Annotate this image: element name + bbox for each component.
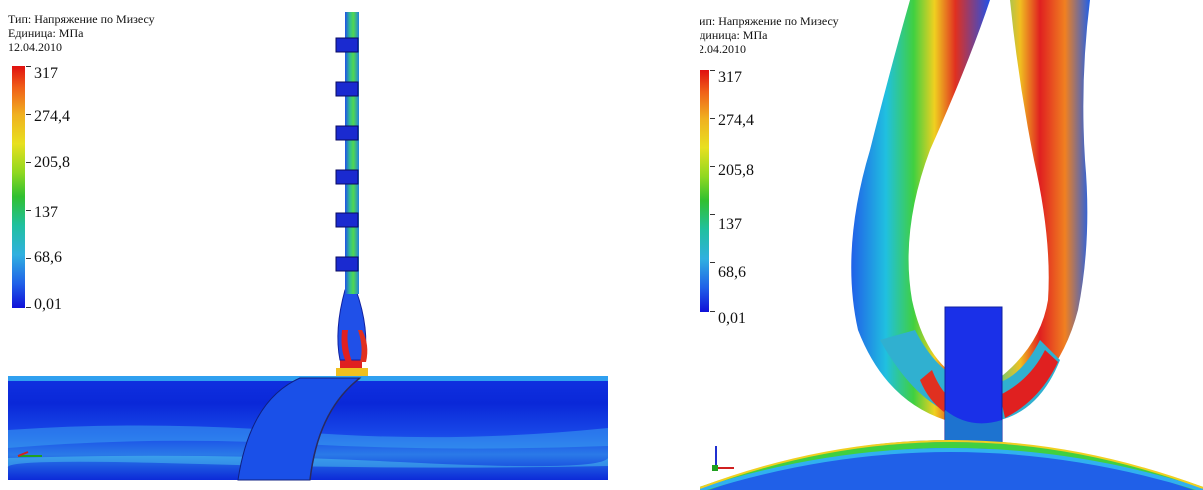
saddle-band-edge (309, 377, 361, 481)
loop-bottom-red (1000, 350, 1058, 418)
loop-bottom-red-2 (920, 370, 950, 412)
pipe-arc-edge (700, 440, 1203, 489)
fea-model-detail (700, 0, 1203, 490)
loop-left-leg (851, 0, 990, 420)
scale-tick-min: 0,01 (718, 310, 746, 327)
stress-legend-right: Тип: Напряжение по Мизесу Единица: МПа 1… (700, 14, 882, 334)
shackle-red (341, 330, 352, 362)
fea-view-detail: Тип: Напряжение по Мизесу Единица: МПа 1… (700, 0, 1203, 490)
loop-right-leg (990, 0, 1090, 420)
fea-view-overall: Тип: Напряжение по Мизесу Единица: МПа 1… (7, 12, 608, 481)
axis-triad-icon (17, 451, 42, 457)
shackle-red-2 (358, 330, 368, 362)
unit-label: Единица: МПа (8, 26, 84, 40)
scale-tick: 68,6 (718, 264, 746, 281)
scale-tick: 137 (34, 204, 58, 221)
weld-yellow (336, 368, 368, 376)
scale-tick: 137 (718, 216, 742, 233)
result-type-label: Тип: Напряжение по Мизесу (8, 12, 155, 26)
stress-legend-left: Тип: Напряжение по Мизесу Единица: МПа 1… (8, 12, 198, 332)
rod (345, 12, 359, 294)
date-label: 12.04.2010 (8, 40, 62, 54)
scale-tick: 274,4 (718, 112, 754, 129)
scale-tick-max: 317 (34, 65, 58, 82)
scale-tick: 274,4 (34, 108, 70, 125)
date-label: 12.04.2010 (700, 42, 746, 56)
scale-tick: 205,8 (718, 162, 754, 179)
color-scale-bar (700, 70, 709, 312)
scale-tick-max: 317 (718, 69, 742, 86)
pipe-arc-band-2 (700, 448, 1203, 490)
unit-label: Единица: МПа (700, 28, 768, 42)
axis-triad-icon (712, 446, 734, 471)
scale-tick-min: 0,01 (34, 296, 62, 313)
result-type-label: Тип: Напряжение по Мизесу (700, 14, 839, 28)
rod-clamps (335, 37, 359, 272)
scale-tick: 205,8 (34, 154, 70, 171)
pipe-arc-band (700, 442, 1203, 490)
scale-tick: 68,6 (34, 249, 62, 266)
color-scale-bar (12, 66, 25, 308)
fea-model-overall (7, 12, 608, 481)
